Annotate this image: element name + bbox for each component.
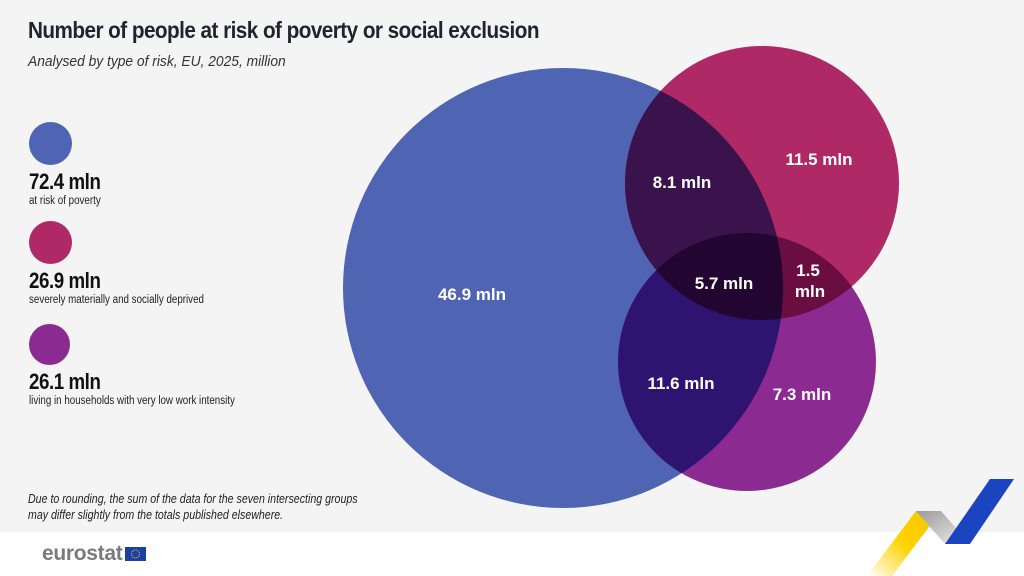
overlap-poverty-low-work bbox=[618, 233, 783, 491]
label-low-work-only: 7.3 mln bbox=[773, 385, 832, 404]
legend-item-deprived: 26.9 mln severely materially and sociall… bbox=[29, 221, 235, 306]
eurostat-logo: eurostat bbox=[42, 542, 147, 566]
label-poverty-only: 46.9 mln bbox=[438, 285, 506, 304]
legend-label: severely materially and socially deprive… bbox=[29, 294, 204, 306]
eu-flag-icon bbox=[125, 547, 147, 561]
footnote-line-1: Due to rounding, the sum of the data for… bbox=[28, 492, 358, 506]
footnote-line-2: may differ slightly from the totals publ… bbox=[28, 508, 284, 522]
label-all-three: 5.7 mln bbox=[695, 274, 754, 293]
legend-label: living in households with very low work … bbox=[29, 395, 235, 407]
label-poverty-low-work: 11.6 mln bbox=[647, 374, 714, 393]
legend-value: 26.1 mln bbox=[29, 369, 101, 394]
legend-label: at risk of poverty bbox=[29, 195, 101, 207]
label-deprived-only: 11.5 mln bbox=[785, 150, 852, 169]
footnote: Due to rounding, the sum of the data for… bbox=[28, 491, 358, 523]
chart-subtitle: Analysed by type of risk, EU, 2025, mill… bbox=[28, 53, 286, 70]
label-deprived-low-work-value: 1.5 bbox=[796, 261, 820, 280]
label-deprived-low-work-unit: mln bbox=[795, 282, 825, 301]
legend-dot-deprived bbox=[29, 221, 72, 264]
legend-dot-low-work bbox=[29, 324, 70, 365]
legend-item-low-work: 26.1 mln living in households with very … bbox=[29, 324, 271, 407]
legend-item-poverty: 72.4 mln at risk of poverty bbox=[29, 122, 113, 207]
legend-value: 72.4 mln bbox=[29, 169, 101, 194]
legend-dot-poverty bbox=[29, 122, 72, 165]
footer-band bbox=[0, 532, 1024, 576]
chart-title: Number of people at risk of poverty or s… bbox=[28, 17, 539, 43]
logo-text: eurostat bbox=[42, 542, 123, 565]
label-poverty-deprived: 8.1 mln bbox=[653, 173, 712, 192]
ribbon-icon bbox=[867, 479, 1014, 576]
legend-value: 26.9 mln bbox=[29, 268, 101, 293]
